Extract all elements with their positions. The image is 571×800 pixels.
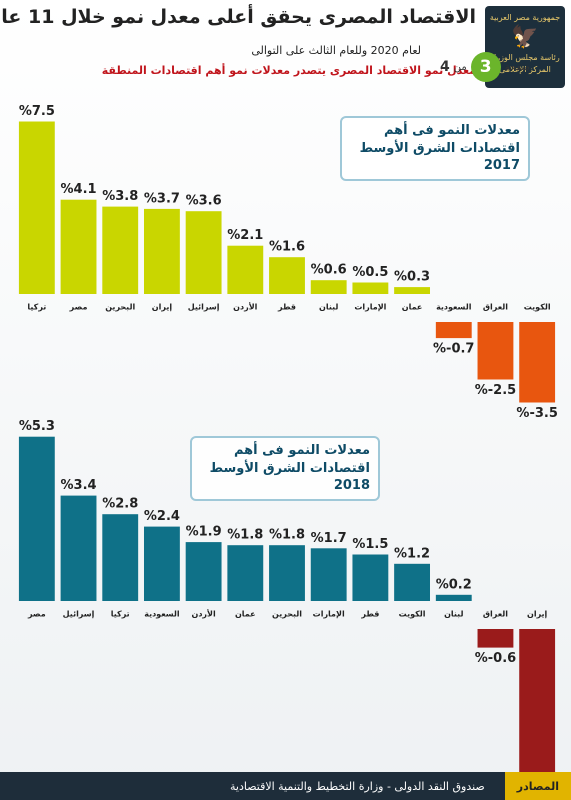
x-tick-label: الكويت <box>399 610 426 619</box>
x-tick-label: السعودية <box>436 303 472 312</box>
bar <box>394 563 431 601</box>
bar <box>310 548 347 601</box>
value-label: %3.4 <box>61 478 97 493</box>
value-label: %0.6 <box>311 263 347 278</box>
bar <box>227 545 264 601</box>
bar <box>102 206 139 294</box>
value-label: %1.5 <box>352 537 388 552</box>
x-tick-label: الأردن <box>233 302 257 312</box>
x-tick-label: عمان <box>235 610 256 619</box>
bar <box>269 545 305 601</box>
bar <box>352 554 389 601</box>
bar <box>519 322 556 403</box>
value-label: %-3.5 <box>516 406 557 421</box>
logo-text: المركز الإعلامى <box>499 65 551 74</box>
bar <box>185 211 222 294</box>
bar <box>18 436 55 601</box>
bar <box>143 526 180 601</box>
x-tick-label: البحرين <box>272 610 302 619</box>
x-tick-label: السعودية <box>144 610 180 619</box>
bar <box>352 282 389 294</box>
value-label: %0.5 <box>352 265 388 280</box>
bar <box>227 245 264 294</box>
page-number: 3 <box>470 52 501 82</box>
value-label: %-0.6 <box>475 651 516 666</box>
value-label: %-0.7 <box>433 342 474 357</box>
tagline: معدل نمو الاقتصاد المصرى يتصدر معدلات نم… <box>101 64 476 77</box>
x-tick-label: تركيا <box>111 610 130 619</box>
bar <box>477 322 514 380</box>
x-tick-label: مصر <box>27 610 46 619</box>
value-label: %0.2 <box>436 577 472 592</box>
x-tick-label: إسرائيل <box>188 303 220 312</box>
x-tick-label: البحرين <box>105 303 135 312</box>
page-total: 4 <box>440 59 450 75</box>
x-tick-label: تركيا <box>27 303 46 312</box>
bar <box>394 287 431 294</box>
value-label: %1.8 <box>269 528 305 543</box>
x-tick-label: إيران <box>152 303 173 312</box>
x-tick-label: قطر <box>360 610 379 619</box>
value-label: %1.9 <box>186 525 222 540</box>
value-label: %1.2 <box>394 546 430 561</box>
bar <box>435 322 472 339</box>
bar <box>102 514 139 601</box>
bar <box>477 629 514 648</box>
bar <box>310 280 347 294</box>
x-tick-label: الأردن <box>191 609 215 619</box>
x-tick-label: عمان <box>402 303 423 312</box>
x-tick-label: الإمارات <box>313 610 345 619</box>
value-label: %2.8 <box>102 497 138 512</box>
chart-title: معدلات النمو فى أهم اقتصادات الشرق الأوس… <box>340 116 530 181</box>
page-badge: 4 من 3 صفحة <box>440 52 530 82</box>
bar <box>519 629 556 778</box>
bar <box>60 495 97 601</box>
bar <box>60 199 97 294</box>
x-tick-label: لبنان <box>319 303 338 312</box>
value-label: %2.1 <box>227 228 263 243</box>
bar <box>435 594 472 601</box>
subtitle: لعام 2020 وللعام الثالث على التوالى <box>251 44 421 57</box>
value-label: %-2.5 <box>475 383 516 398</box>
value-label: %3.7 <box>144 191 180 206</box>
x-tick-label: إسرائيل <box>63 610 95 619</box>
x-tick-label: العراق <box>483 610 508 619</box>
x-tick-label: الكويت <box>524 303 551 312</box>
of-word: من <box>453 61 467 73</box>
value-label: %1.8 <box>227 528 263 543</box>
value-label: %3.8 <box>102 189 138 204</box>
bar <box>269 257 305 294</box>
x-tick-label: قطر <box>277 303 296 312</box>
bar <box>185 542 222 601</box>
value-label: %1.6 <box>269 240 305 255</box>
logo-text: جمهورية مصر العربية <box>489 13 561 22</box>
value-label: %3.6 <box>186 194 222 209</box>
footer: المصادر صندوق النقد الدولى - وزارة التخط… <box>0 772 571 800</box>
x-tick-label: الإمارات <box>354 303 386 312</box>
emblem: 🦅 <box>511 25 539 50</box>
value-label: %0.3 <box>394 270 430 285</box>
logo-text: رئاسة مجلس الوزراء <box>490 53 560 62</box>
value-label: %1.7 <box>311 531 347 546</box>
x-tick-label: العراق <box>483 303 508 312</box>
value-label: %2.4 <box>144 509 180 524</box>
page-word: صفحة <box>504 61 531 73</box>
value-label: %5.3 <box>19 419 55 434</box>
bar <box>18 121 55 294</box>
value-label: %4.1 <box>61 182 97 197</box>
footer-text: صندوق النقد الدولى - وزارة التخطيط والتن… <box>230 779 485 793</box>
footer-label: المصادر <box>504 772 571 800</box>
page-title: الاقتصاد المصرى يحقق أعلى معدل نمو خلال … <box>0 6 476 28</box>
value-label: %7.5 <box>19 104 55 119</box>
bar <box>143 208 180 294</box>
x-tick-label: إيران <box>527 610 548 619</box>
x-tick-label: مصر <box>69 303 88 312</box>
chart-title: معدلات النمو فى أهم اقتصادات الشرق الأوس… <box>190 436 380 501</box>
x-tick-label: لبنان <box>444 610 463 619</box>
